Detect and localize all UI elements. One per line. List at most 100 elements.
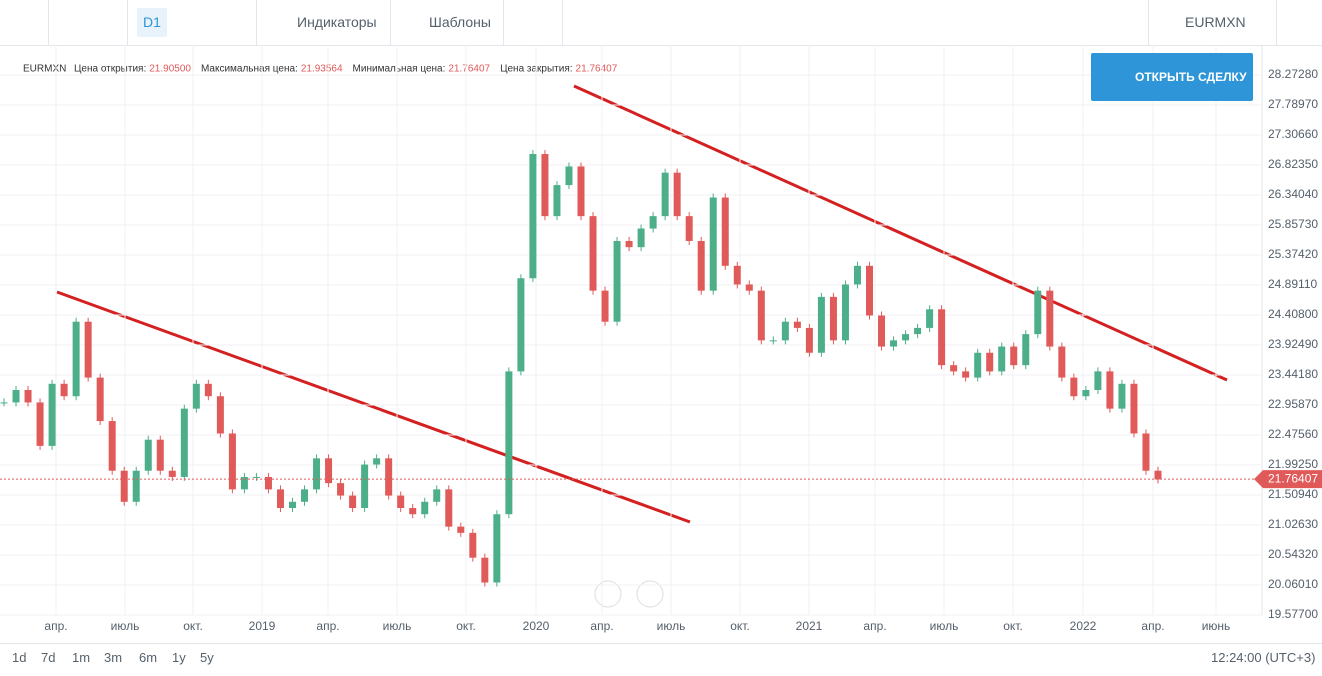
y-tick-label: 26.34040 — [1268, 187, 1318, 201]
period-button[interactable]: 1d — [12, 650, 27, 665]
candle — [1058, 346, 1066, 378]
chart: EURMXN Цена открытия: 21.90500 Максимальна… — [0, 45, 1322, 633]
candle — [757, 290, 765, 341]
candle — [950, 365, 958, 372]
zoom-in[interactable] — [636, 580, 664, 608]
y-tick-label: 20.06010 — [1268, 577, 1318, 591]
y-tick-label: 27.30660 — [1268, 127, 1318, 141]
candle — [745, 284, 753, 291]
candle — [601, 290, 609, 322]
candle — [108, 421, 116, 471]
y-tick-label: 26.82350 — [1268, 157, 1318, 171]
info-label: Минимальная цена: — [353, 64, 446, 75]
period-button[interactable]: 6m — [139, 650, 158, 665]
candle — [1130, 383, 1138, 434]
candle — [120, 470, 128, 502]
toolbar: D1 Индикаторы Шаблоны EURMXN — [0, 0, 1322, 46]
candle — [1118, 383, 1126, 409]
y-tick-label: 22.95870 — [1268, 397, 1318, 411]
x-tick-label: апр. — [44, 619, 67, 633]
candle — [457, 526, 465, 533]
candle — [313, 458, 321, 490]
symbol[interactable]: EURMXN — [1185, 14, 1246, 30]
candle — [890, 340, 898, 347]
candle — [433, 489, 441, 502]
candle — [144, 439, 152, 471]
candle — [517, 278, 525, 372]
candle — [721, 197, 729, 266]
candle — [252, 476, 260, 478]
candle — [132, 470, 140, 502]
candle — [805, 327, 813, 353]
y-tick-label: 23.44180 — [1268, 367, 1318, 381]
x-tick-label: июль — [111, 619, 140, 633]
candle — [409, 508, 417, 515]
templates[interactable]: Шаблоны — [429, 14, 491, 30]
info-label: Цена открытия: — [74, 64, 146, 75]
candle — [1070, 377, 1078, 397]
candle — [866, 265, 873, 316]
last-price-label: 21.76407 — [1268, 471, 1318, 485]
candle — [649, 216, 657, 229]
x-tick-label: 2021 — [796, 619, 823, 633]
candle — [613, 240, 621, 322]
candle — [204, 383, 212, 397]
candle — [1010, 346, 1018, 366]
candle — [264, 476, 272, 490]
period-button[interactable]: 7d — [41, 650, 56, 665]
period-button[interactable]: 3m — [104, 650, 123, 665]
candle — [685, 216, 693, 241]
period-button[interactable]: 5y — [200, 650, 214, 665]
candle — [1106, 371, 1114, 409]
period-button[interactable]: 1y — [172, 650, 186, 665]
y-tick-label: 27.78970 — [1268, 97, 1318, 111]
indicators[interactable]: Индикаторы — [297, 14, 377, 30]
info-value: 21.90500 — [149, 64, 191, 75]
candle — [1094, 371, 1102, 391]
trend-line — [573, 84, 1228, 382]
y-tick-label: 28.27280 — [1268, 67, 1318, 81]
button-label: ОТКРЫТЬ СДЕЛКУ — [1135, 70, 1247, 84]
candle — [974, 352, 982, 378]
candle — [625, 240, 633, 248]
period-button[interactable]: 1m — [72, 650, 91, 665]
x-tick-label: июль — [930, 619, 959, 633]
interval[interactable]: D1 — [143, 14, 161, 30]
x-tick-label: окт. — [730, 619, 750, 633]
candle — [493, 514, 501, 583]
y-tick-label: 22.47560 — [1268, 427, 1318, 441]
candle — [349, 495, 357, 509]
open-deal-button[interactable]: ОТКРЫТЬ СДЕЛКУ — [1091, 53, 1253, 101]
candle — [661, 172, 669, 217]
x-tick-label: апр. — [590, 619, 613, 633]
candle — [289, 501, 296, 509]
candle — [36, 402, 44, 446]
candle — [998, 346, 1006, 372]
candle — [60, 383, 68, 397]
candle — [24, 390, 32, 403]
candle — [240, 476, 248, 490]
candle — [1154, 470, 1162, 480]
candle — [168, 470, 176, 477]
candle — [781, 321, 789, 341]
y-tick-label: 24.89110 — [1268, 277, 1317, 291]
candle — [962, 371, 970, 378]
candle — [421, 501, 429, 515]
candle — [0, 402, 8, 404]
candle — [553, 185, 561, 217]
candle — [841, 284, 849, 341]
candle — [180, 408, 188, 477]
candle — [902, 334, 910, 341]
candle — [192, 383, 200, 409]
x-tick-label: июль — [657, 619, 686, 633]
trend-line — [56, 290, 691, 524]
candle — [1046, 290, 1054, 347]
candle — [817, 296, 825, 353]
candle — [1022, 334, 1030, 366]
info-symbol: EURMXN — [23, 64, 66, 75]
candle — [986, 352, 994, 372]
x-tick-label: апр. — [316, 619, 339, 633]
candle — [505, 371, 513, 515]
candle — [445, 489, 453, 527]
